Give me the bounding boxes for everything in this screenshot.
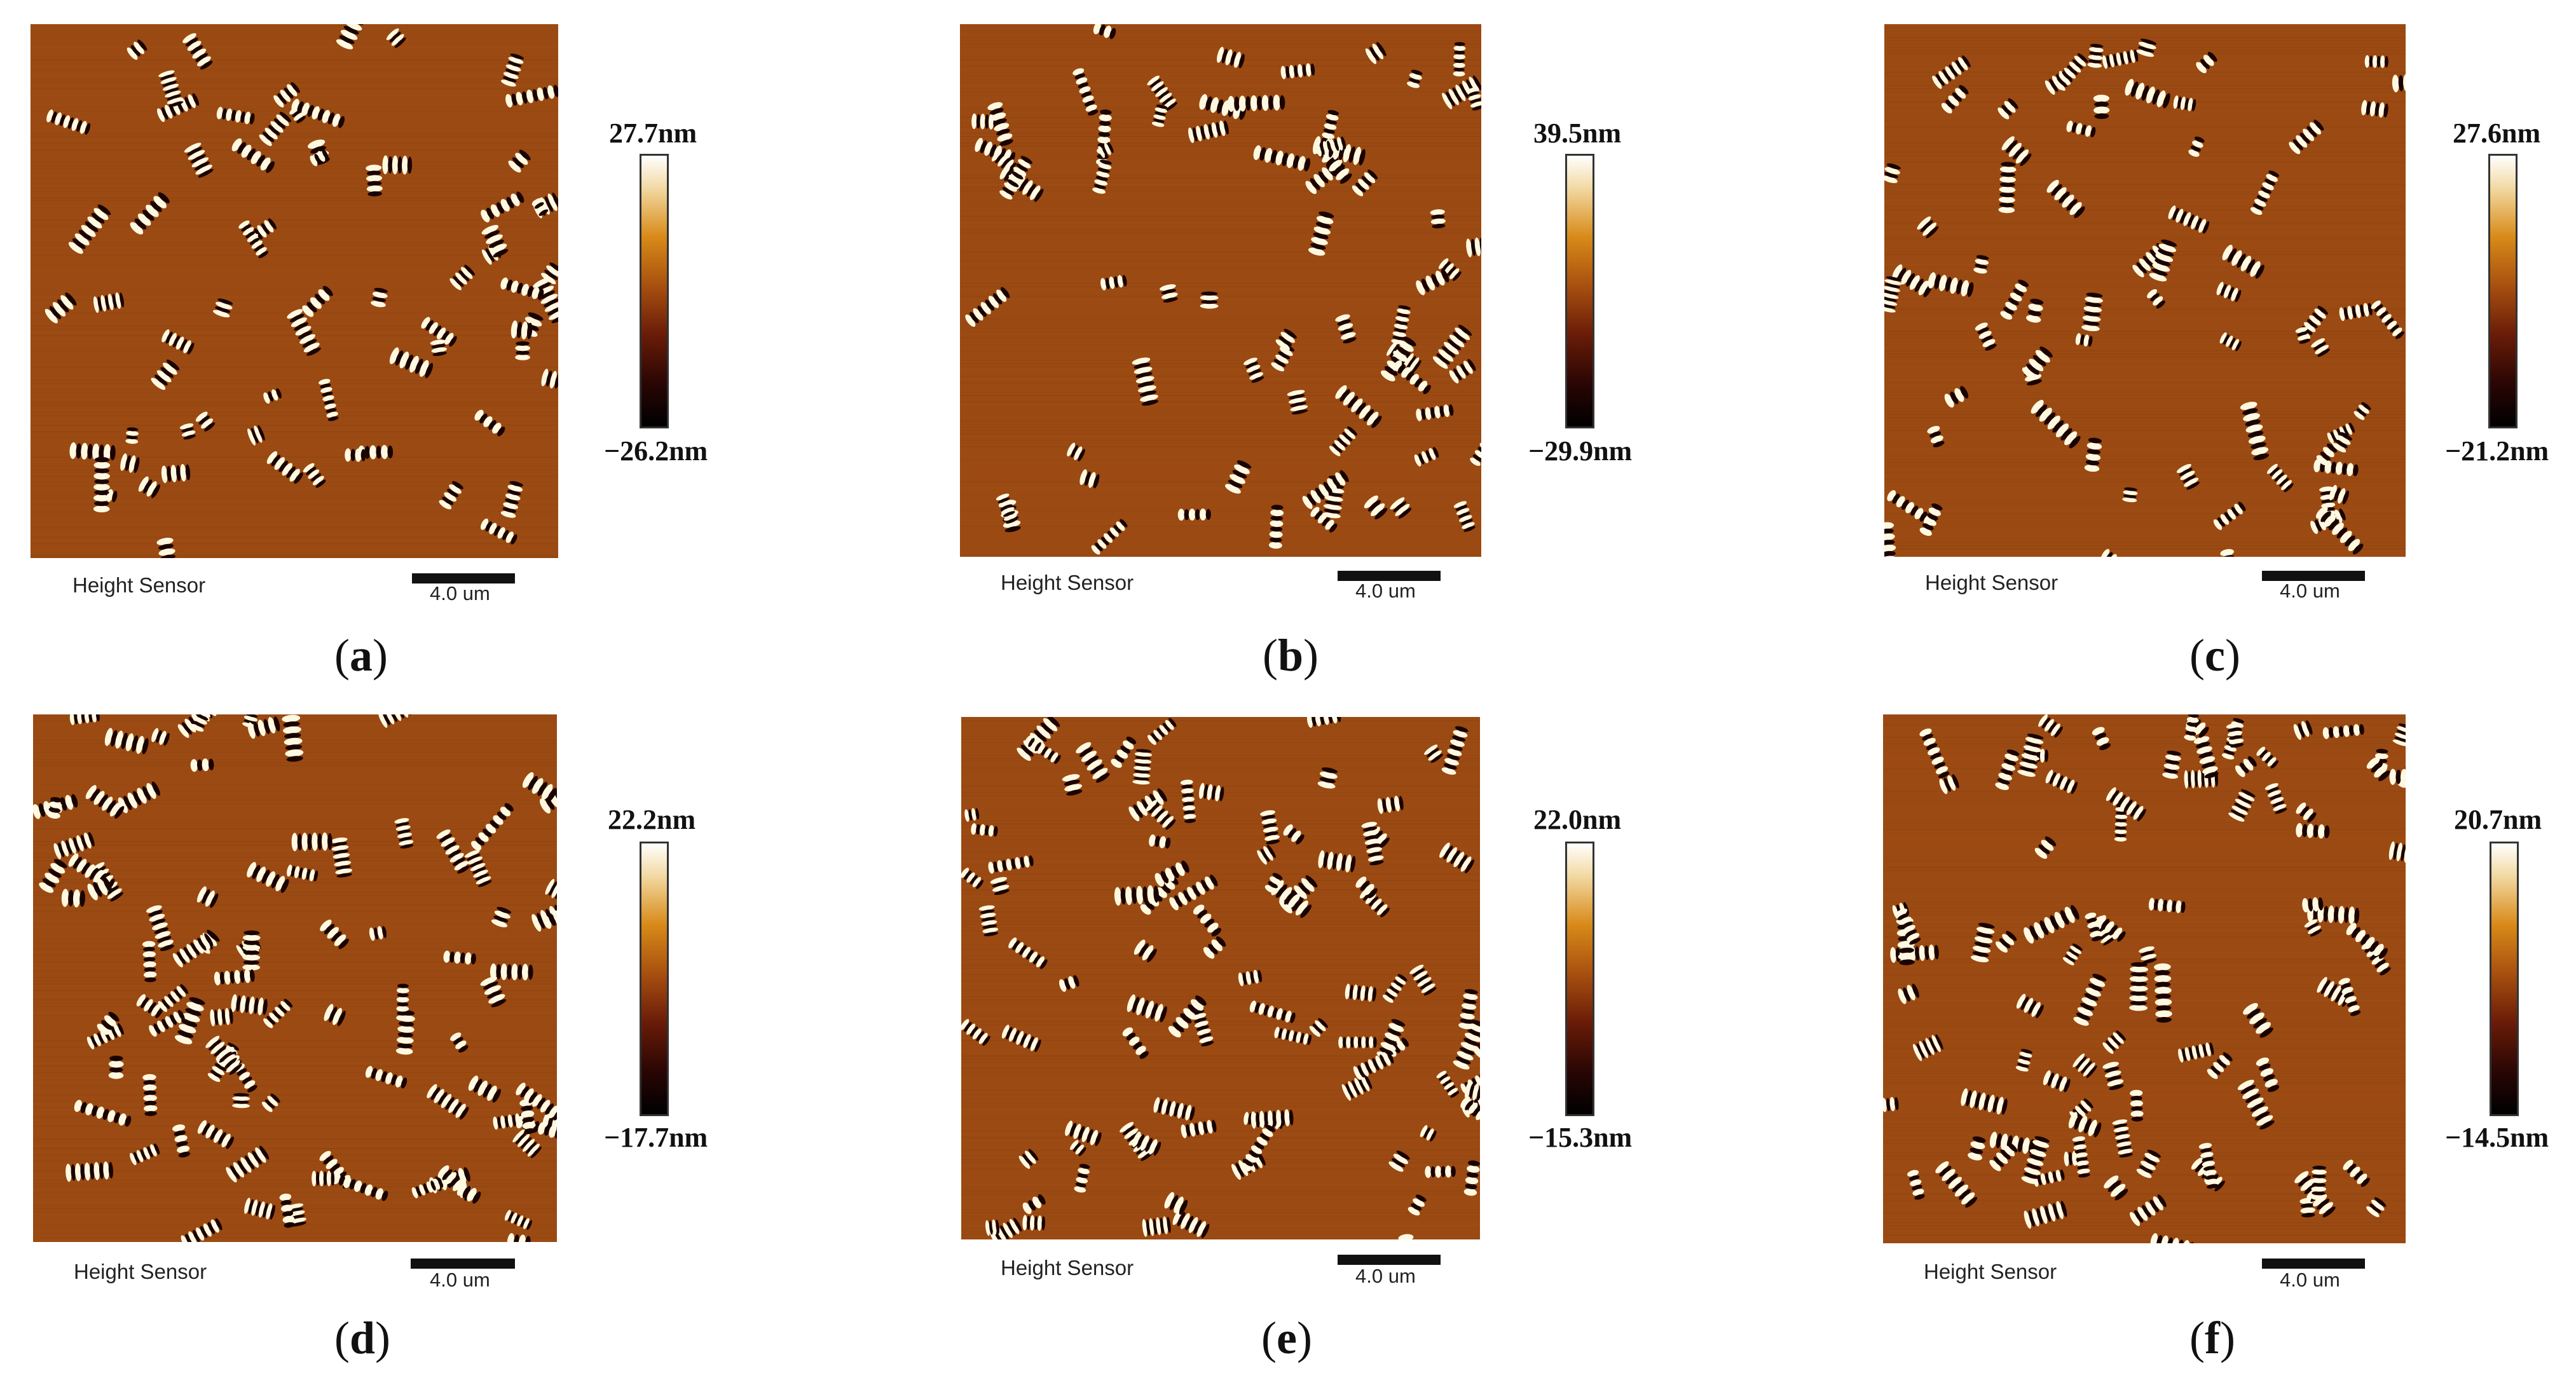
scale-bar xyxy=(411,1259,515,1269)
scale-bar xyxy=(2262,1259,2365,1269)
height-colorbar xyxy=(640,154,669,428)
afm-texture xyxy=(31,24,558,558)
afm-height-image xyxy=(1883,714,2406,1243)
channel-label: Height Sensor xyxy=(1001,1256,1134,1279)
colorbar-max-label: 27.6nm xyxy=(2453,118,2541,149)
height-colorbar xyxy=(640,842,669,1116)
channel-label: Height Sensor xyxy=(72,573,206,597)
colorbar-max-label: 39.5nm xyxy=(1533,118,1622,149)
scale-bar-label: 4.0 um xyxy=(430,582,490,604)
channel-label: Height Sensor xyxy=(74,1260,207,1283)
afm-texture xyxy=(33,714,557,1242)
panel-letter: (e) xyxy=(1261,1313,1312,1363)
panel-letter: (d) xyxy=(334,1313,391,1363)
scale-bar-label: 4.0 um xyxy=(1355,580,1416,602)
panel-letter: (f) xyxy=(2189,1313,2235,1363)
colorbar-min-label: −21.2nm xyxy=(2445,435,2549,467)
colorbar-max-label: 20.7nm xyxy=(2454,804,2542,835)
channel-label: Height Sensor xyxy=(1001,571,1134,594)
afm-height-image xyxy=(31,24,558,558)
scale-bar xyxy=(1338,1255,1441,1265)
scale-bar-label: 4.0 um xyxy=(1355,1265,1416,1287)
height-colorbar xyxy=(1565,154,1594,428)
scale-bar-label: 4.0 um xyxy=(2280,580,2340,602)
colorbar-min-label: −26.2nm xyxy=(604,435,708,467)
colorbar-min-label: −15.3nm xyxy=(1528,1122,1633,1153)
afm-texture xyxy=(961,717,1480,1239)
afm-texture xyxy=(1883,714,2406,1243)
panel-letter: (a) xyxy=(334,630,388,681)
panel-letter: (c) xyxy=(2189,630,2240,681)
scale-bar xyxy=(2262,571,2365,581)
colorbar-max-label: 22.2nm xyxy=(608,804,696,835)
colorbar-min-label: −29.9nm xyxy=(1528,435,1633,467)
afm-height-image xyxy=(960,24,1481,557)
scale-bar xyxy=(1338,571,1441,581)
colorbar-min-label: −17.7nm xyxy=(604,1122,708,1153)
height-colorbar xyxy=(2488,154,2518,428)
height-colorbar xyxy=(2490,842,2519,1116)
panel-letter: (b) xyxy=(1263,630,1319,681)
afm-texture xyxy=(1884,24,2406,557)
scale-bar-label: 4.0 um xyxy=(2280,1269,2340,1291)
colorbar-max-label: 22.0nm xyxy=(1533,804,1622,835)
channel-label: Height Sensor xyxy=(1924,1260,2057,1283)
colorbar-min-label: −14.5nm xyxy=(2445,1122,2549,1153)
afm-height-image xyxy=(33,714,557,1242)
scale-bar-label: 4.0 um xyxy=(430,1269,490,1291)
height-colorbar xyxy=(1565,842,1594,1116)
afm-height-image xyxy=(1884,24,2406,557)
channel-label: Height Sensor xyxy=(1925,571,2059,594)
afm-height-image xyxy=(961,717,1480,1239)
afm-texture xyxy=(960,24,1481,557)
colorbar-max-label: 27.7nm xyxy=(609,118,697,149)
scale-bar xyxy=(412,573,515,583)
